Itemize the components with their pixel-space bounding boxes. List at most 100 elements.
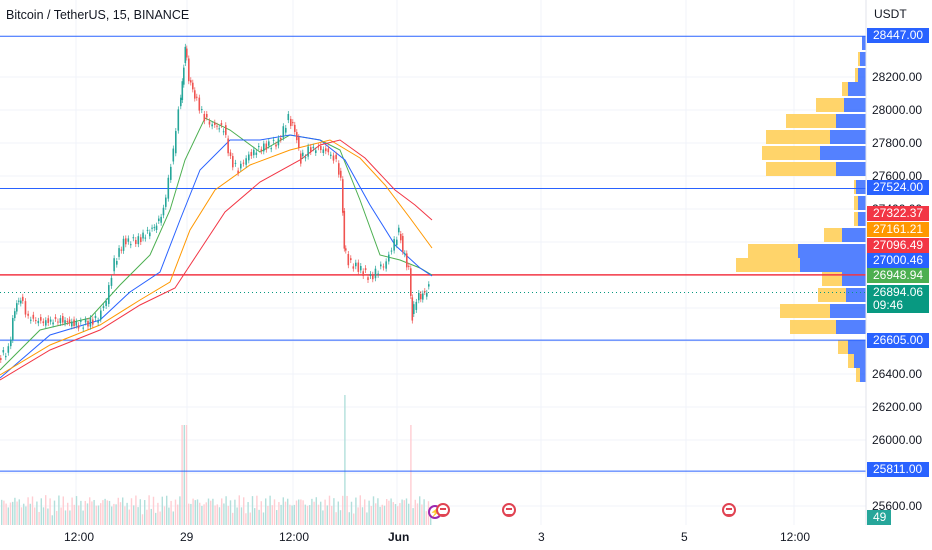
volume-bar [95, 505, 97, 525]
volume-bar [337, 501, 339, 525]
volume-bar [36, 501, 38, 525]
candle-body [424, 291, 426, 293]
volume-bar [247, 502, 249, 525]
candle-body [369, 274, 372, 277]
volume-bar [388, 500, 390, 525]
volume-profile-bar [838, 340, 848, 354]
candle-body [108, 285, 110, 304]
candle-body [32, 314, 35, 319]
volume-bar [331, 505, 333, 525]
volume-bar [410, 425, 412, 525]
candle-body [40, 317, 42, 321]
candle-body [420, 293, 422, 300]
volume-bar [115, 504, 117, 525]
candle-body [190, 80, 192, 83]
volume-bar [137, 507, 139, 525]
volume-profile-bar [786, 114, 836, 128]
volume-bar [93, 499, 95, 525]
us-flag-event-icon[interactable] [722, 503, 736, 517]
volume-bar [311, 498, 313, 525]
candle-body [327, 148, 330, 153]
candle-body [73, 319, 75, 326]
candle-body [296, 132, 298, 141]
candle-body [170, 166, 172, 180]
volume-profile-bar [766, 162, 836, 176]
candle-body [367, 277, 369, 280]
volume-bar [194, 500, 196, 525]
volume-profile-bar [780, 304, 830, 318]
volume-bar [47, 508, 49, 525]
candle-body [110, 277, 113, 286]
candle-body [398, 227, 400, 233]
volume-bar [273, 499, 276, 525]
candle-body [175, 131, 177, 154]
candle-body [268, 141, 270, 146]
volume-bar [141, 514, 144, 525]
ma-fast-line [0, 117, 433, 371]
volume-bar [174, 499, 177, 525]
candle-body [14, 311, 16, 319]
candle-body [188, 58, 190, 82]
volume-profile-bar [846, 288, 866, 302]
candle-body [54, 317, 57, 319]
candle-body [317, 146, 320, 148]
candle-body [265, 143, 268, 150]
candle-body [280, 138, 282, 140]
candle-body [255, 152, 258, 155]
volume-bar [302, 500, 304, 525]
candle-body [144, 237, 147, 239]
candle-body [0, 358, 2, 360]
candle-body [242, 162, 245, 164]
candle-body [388, 254, 390, 262]
candle-body [135, 240, 137, 244]
volume-bar [3, 500, 5, 525]
volume-bar [53, 500, 56, 525]
candle-body [290, 118, 292, 126]
volume-profile-bar [790, 320, 836, 334]
candle-body [162, 207, 165, 216]
volume-profile-bar [854, 354, 866, 368]
volume-bar [370, 506, 372, 525]
volume-bar [269, 495, 271, 525]
volume-bar [405, 498, 408, 525]
candle-body [100, 310, 102, 320]
candle-body [82, 327, 84, 329]
price-label-badge: 28447.00 [867, 28, 929, 43]
volume-bar [102, 500, 104, 525]
volume-bar [346, 495, 348, 525]
volume-profile-bar [816, 98, 844, 112]
volume-profile-bar [766, 130, 830, 144]
candle-body [30, 319, 32, 321]
volume-bar [359, 495, 361, 525]
volume-bar [262, 512, 265, 525]
volume-bar [278, 502, 280, 525]
volume-bar [69, 510, 71, 525]
horizontal-price-lines [0, 35, 866, 472]
candle-body [325, 148, 327, 152]
us-flag-event-icon[interactable] [502, 503, 516, 517]
us-flag-event-icon[interactable] [436, 503, 450, 517]
volume-bar [67, 502, 69, 525]
candle-body [338, 163, 340, 175]
candle-body [364, 268, 367, 271]
candle-body [84, 319, 87, 323]
volume-bar [133, 505, 135, 525]
candle-body [320, 146, 322, 151]
volume-bar [212, 498, 214, 525]
candle-body [222, 131, 225, 133]
volume-bar [18, 499, 20, 525]
volume-bar [249, 512, 251, 525]
candle-body [77, 325, 80, 329]
volume-bar [27, 497, 29, 525]
volume-bar [383, 505, 386, 525]
candle-body [250, 152, 253, 156]
volume-bar [188, 503, 190, 525]
candle-body [355, 262, 357, 267]
candle-body [49, 319, 52, 322]
volume-bar [159, 511, 161, 525]
volume-bar [304, 504, 306, 525]
candle-body [418, 293, 420, 301]
price-scale-unit[interactable]: USDT [874, 7, 907, 21]
candle-body [142, 232, 144, 239]
